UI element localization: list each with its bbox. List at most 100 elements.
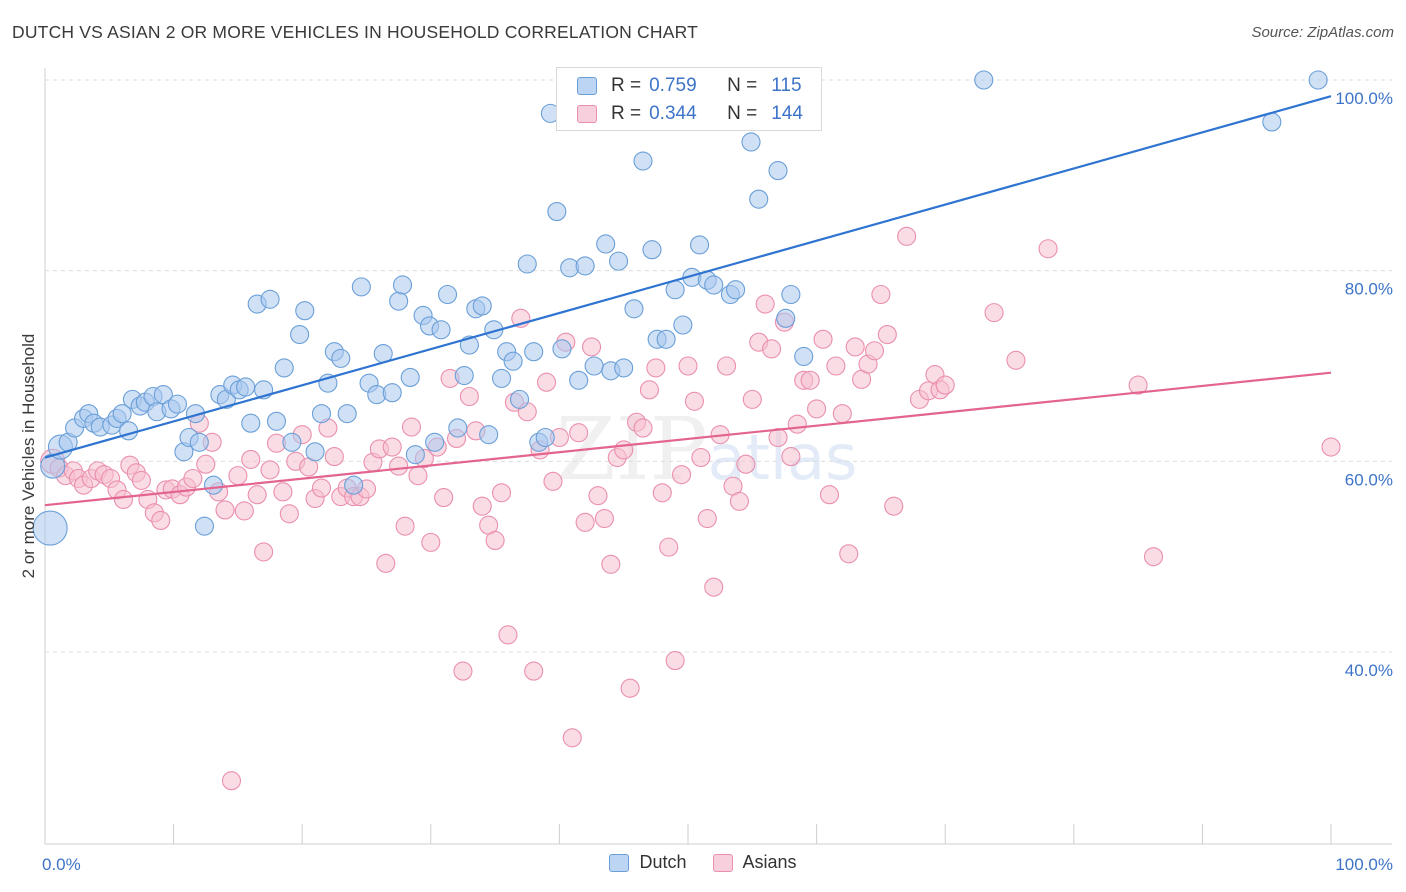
asians-point: [459, 386, 479, 407]
dutch-point: [472, 296, 492, 316]
dutch-point: [491, 368, 512, 388]
asians-point: [575, 512, 595, 532]
asians-point: [787, 414, 807, 434]
asians-point: [652, 483, 672, 503]
asians-point: [247, 485, 267, 505]
dutch-point: [282, 432, 302, 452]
asians-point: [742, 389, 762, 409]
asians-point: [832, 404, 852, 424]
dutch-point: [642, 240, 662, 260]
asians-point: [279, 504, 299, 524]
legend-dutch-label: Dutch: [639, 852, 687, 872]
asians-point: [813, 329, 833, 349]
asians-point: [1321, 437, 1341, 457]
asians-point: [524, 661, 544, 681]
asians-point: [620, 678, 640, 698]
dutch-point: [704, 275, 724, 295]
dutch-point: [624, 299, 644, 319]
dutch-point: [584, 356, 604, 376]
chart-title: DUTCH VS ASIAN 2 OR MORE VEHICLES IN HOU…: [12, 22, 699, 42]
dutch-n-label: N =: [727, 75, 758, 96]
asians-point: [646, 358, 666, 378]
dutch-point: [633, 151, 653, 171]
asians-point: [536, 372, 557, 392]
asians-point: [131, 470, 151, 490]
source-credit: Source: ZipAtlas.com: [1251, 24, 1394, 41]
dutch-point: [389, 291, 409, 311]
dutch-point: [167, 394, 188, 414]
asians-point: [273, 482, 293, 502]
asians-point: [581, 337, 602, 357]
asians-point: [324, 447, 344, 467]
dutch-point: [194, 516, 215, 536]
dutch-n-value: 115: [771, 75, 802, 96]
asians-point: [684, 391, 704, 411]
dutch-point: [351, 277, 371, 297]
dutch-point: [569, 370, 589, 390]
dutch-point: [614, 358, 634, 378]
asians-point: [678, 356, 698, 376]
dutch-trend-line: [44, 95, 1332, 459]
asians-point: [755, 294, 775, 314]
asians-point: [672, 465, 692, 485]
asians-point: [151, 510, 171, 530]
y-tick-label: 40.0%: [1345, 661, 1393, 680]
dutch-r-label: R =: [611, 75, 642, 96]
asians-point: [877, 324, 897, 345]
asians-point: [697, 508, 717, 529]
dutch-point: [768, 161, 788, 181]
asians-points: [40, 226, 1341, 791]
dutch-point: [305, 442, 325, 462]
dutch-point: [295, 301, 315, 321]
dutch-point: [776, 308, 796, 328]
asians-point: [196, 454, 216, 474]
asians-r-value: 0.344: [649, 103, 697, 124]
asians-point: [665, 651, 685, 671]
asians-point: [768, 427, 788, 448]
legend-asians-label: Asians: [742, 852, 797, 872]
asians-point: [491, 483, 512, 503]
asians-point: [215, 500, 235, 520]
y-axis-title: 2 or more Vehicles in Household: [19, 334, 38, 579]
dutch-point: [479, 425, 499, 445]
legend-item-asians[interactable]: Asians: [712, 852, 797, 873]
dutch-point: [596, 234, 616, 254]
asians-point: [498, 625, 518, 645]
legend-row-dutch: R = 0.759 N = 115: [577, 73, 802, 99]
dutch-point: [575, 256, 595, 276]
asians-point: [807, 399, 827, 419]
legend-item-dutch[interactable]: Dutch: [609, 852, 687, 873]
asians-point: [639, 380, 659, 400]
asians-point: [984, 303, 1004, 323]
asians-point: [241, 449, 261, 469]
dutch-point: [524, 342, 544, 362]
asians-swatch: [577, 105, 597, 123]
legend-dutch-swatch: [609, 853, 630, 872]
dutch-point: [609, 251, 629, 271]
y-tick-label: 100.0%: [1335, 89, 1393, 108]
asians-point: [382, 437, 402, 457]
dutch-point: [794, 346, 814, 367]
asians-point: [562, 728, 582, 748]
dutch-point: [503, 351, 523, 371]
asians-point: [401, 417, 422, 437]
asians-point: [395, 516, 415, 536]
dutch-point: [266, 411, 287, 431]
trend-lines: [44, 95, 1332, 507]
dutch-point: [400, 367, 420, 387]
asians-point: [228, 466, 248, 486]
asians-point: [260, 460, 280, 480]
dutch-point: [665, 280, 685, 300]
asians-point: [691, 447, 711, 468]
asians-point: [485, 530, 505, 551]
x-tick-label: 0.0%: [42, 855, 81, 874]
dutch-point: [425, 432, 445, 452]
dutch-swatch: [577, 77, 597, 95]
dutch-points: [32, 70, 1328, 546]
asians-point: [736, 454, 756, 474]
asians-point: [762, 339, 782, 359]
asians-point: [588, 486, 608, 506]
dutch-point: [749, 189, 769, 209]
asians-point: [897, 226, 917, 246]
legend-row-asians: R = 0.344 N = 144: [577, 101, 803, 127]
